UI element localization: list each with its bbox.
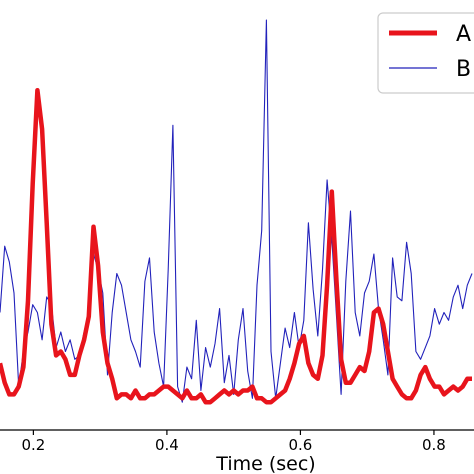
x-tick-label: 0.8 (422, 436, 446, 454)
x-axis-title: Time (sec) (215, 453, 315, 474)
legend-label-a: A (456, 22, 471, 47)
x-tick-label: 0.2 (21, 436, 45, 454)
series-layer (0, 19, 473, 405)
x-axis: 0.2 0.4 0.6 0.8 (0, 429, 474, 454)
x-tick-label: 0.4 (155, 436, 179, 454)
series-line-a (0, 87, 472, 405)
legend: A B (377, 12, 474, 94)
legend-label-b: B (456, 57, 471, 82)
x-tick-label: 0.6 (288, 436, 312, 454)
